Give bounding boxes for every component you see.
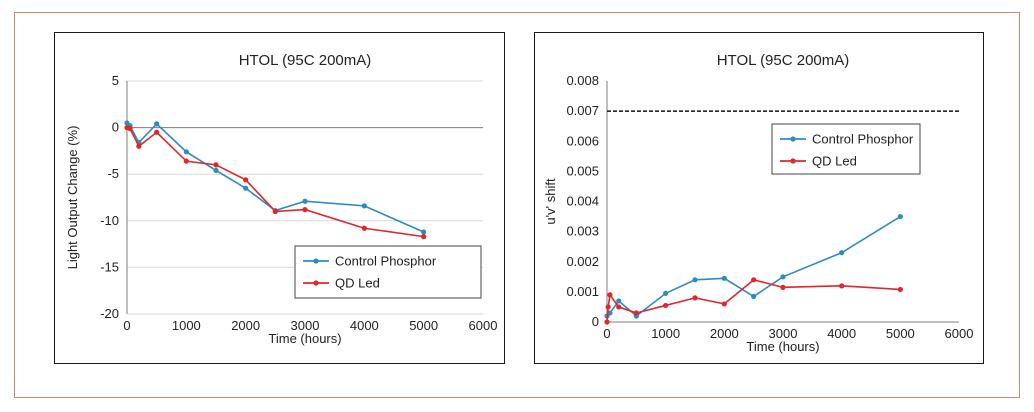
x-tick-label: 1000 xyxy=(651,326,680,341)
data-point xyxy=(605,304,611,310)
x-tick-label: 5000 xyxy=(886,326,915,341)
y-tick-label: 0.002 xyxy=(566,254,599,269)
legend-label: Control Phosphor xyxy=(812,132,914,147)
y-tick-label: 0 xyxy=(592,314,599,329)
y-tick-label: 0 xyxy=(112,120,119,135)
data-point xyxy=(780,284,786,290)
data-point xyxy=(243,177,249,183)
x-tick-label: 6000 xyxy=(945,326,974,341)
chart-light-output: HTOL (95C 200mA) 5 0 -5 -10 -15 -20 0 1000 2000 30… xyxy=(65,52,498,346)
x-tick-label: 2000 xyxy=(710,326,739,341)
data-point xyxy=(421,234,427,240)
y-tick-label: 0.004 xyxy=(566,194,599,209)
data-point xyxy=(721,275,727,281)
data-point xyxy=(302,207,308,213)
x-tick-label: 3000 xyxy=(769,326,798,341)
x-tick-label: 0 xyxy=(603,326,610,341)
data-point xyxy=(213,162,219,168)
data-point xyxy=(607,310,613,316)
data-point xyxy=(780,274,786,280)
data-point xyxy=(692,295,698,301)
legend-label: Control Phosphor xyxy=(335,254,437,269)
data-point xyxy=(721,301,727,307)
x-tick-label: 2000 xyxy=(231,318,260,333)
series-line-qd-led xyxy=(126,126,424,238)
data-point xyxy=(127,125,133,132)
legend-swatch-marker xyxy=(790,136,796,142)
series-line-control-phosphor xyxy=(606,215,901,318)
data-point xyxy=(154,129,160,135)
y-tick-label: -10 xyxy=(100,213,119,228)
data-point xyxy=(302,198,308,204)
y-tick-label: 0.008 xyxy=(566,73,599,88)
chart-title: HTOL (95C 200mA) xyxy=(239,52,372,69)
x-tick-label: 4000 xyxy=(827,326,856,341)
x-tick-label: 1000 xyxy=(172,318,201,333)
legend-swatch-marker xyxy=(790,158,796,164)
legend-label: QD Led xyxy=(812,154,857,169)
y-tick-label: -20 xyxy=(100,306,119,321)
y-tick-label: 0.005 xyxy=(566,163,599,178)
data-point xyxy=(361,225,367,231)
chart-title: HTOL (95C 200mA) xyxy=(717,52,850,69)
data-point xyxy=(421,229,427,235)
data-point xyxy=(839,283,845,289)
y-axis-label: Light Output Change (%) xyxy=(65,126,80,270)
x-tick-label: 4000 xyxy=(350,318,379,333)
series-line-qd-led xyxy=(606,278,901,323)
x-axis-label: Time (hours) xyxy=(746,339,819,354)
legend-swatch-marker xyxy=(313,280,319,286)
data-point xyxy=(751,277,757,283)
y-tick-label: 5 xyxy=(112,73,119,88)
x-tick-label: 5000 xyxy=(409,318,438,333)
y-tick-label: 0.006 xyxy=(566,133,599,148)
data-point xyxy=(897,286,903,293)
chart-panel-uv-shift: HTOL (95C 200mA) 0 0.001 0.002 0.003 0.004 0.0… xyxy=(534,32,984,364)
data-point xyxy=(663,302,669,309)
data-point xyxy=(183,149,189,155)
x-tick-label: 0 xyxy=(123,318,130,333)
legend-label: QD Led xyxy=(335,276,380,291)
data-point xyxy=(607,292,613,298)
data-point xyxy=(663,290,669,296)
legend-swatch-marker xyxy=(313,258,319,264)
data-point xyxy=(839,250,845,256)
x-tick-label: 6000 xyxy=(469,318,498,333)
data-point xyxy=(633,310,639,316)
data-point xyxy=(136,143,142,149)
y-tick-label: 0.001 xyxy=(566,284,599,299)
chart-panel-light-output: HTOL (95C 200mA) 5 0 -5 -10 -15 -20 0 1000 2000 30… xyxy=(54,32,505,364)
data-point xyxy=(183,158,189,164)
data-point xyxy=(751,293,757,299)
y-tick-label: -5 xyxy=(107,166,119,181)
chart-uv-shift: HTOL (95C 200mA) 0 0.001 0.002 0.003 0.004 0.0… xyxy=(543,52,974,354)
data-point xyxy=(361,203,367,209)
data-point xyxy=(213,167,219,174)
data-point xyxy=(897,213,903,220)
data-point xyxy=(616,298,622,304)
data-point xyxy=(616,304,622,310)
y-tick-label: 0.007 xyxy=(566,103,599,118)
legend-box xyxy=(294,245,482,299)
data-point xyxy=(692,277,698,283)
legend-box xyxy=(771,123,921,175)
series-line-control-phosphor xyxy=(126,122,424,233)
x-axis-label: Time (hours) xyxy=(268,331,341,346)
data-point xyxy=(243,185,249,191)
figure-frame xyxy=(14,12,1020,398)
data-point xyxy=(154,121,160,127)
data-point xyxy=(604,319,610,325)
y-axis-label: u'v' shift xyxy=(543,178,558,225)
data-point xyxy=(272,208,278,215)
x-tick-label: 3000 xyxy=(291,318,320,333)
y-tick-label: -15 xyxy=(100,259,119,274)
y-tick-label: 0.003 xyxy=(566,224,599,239)
